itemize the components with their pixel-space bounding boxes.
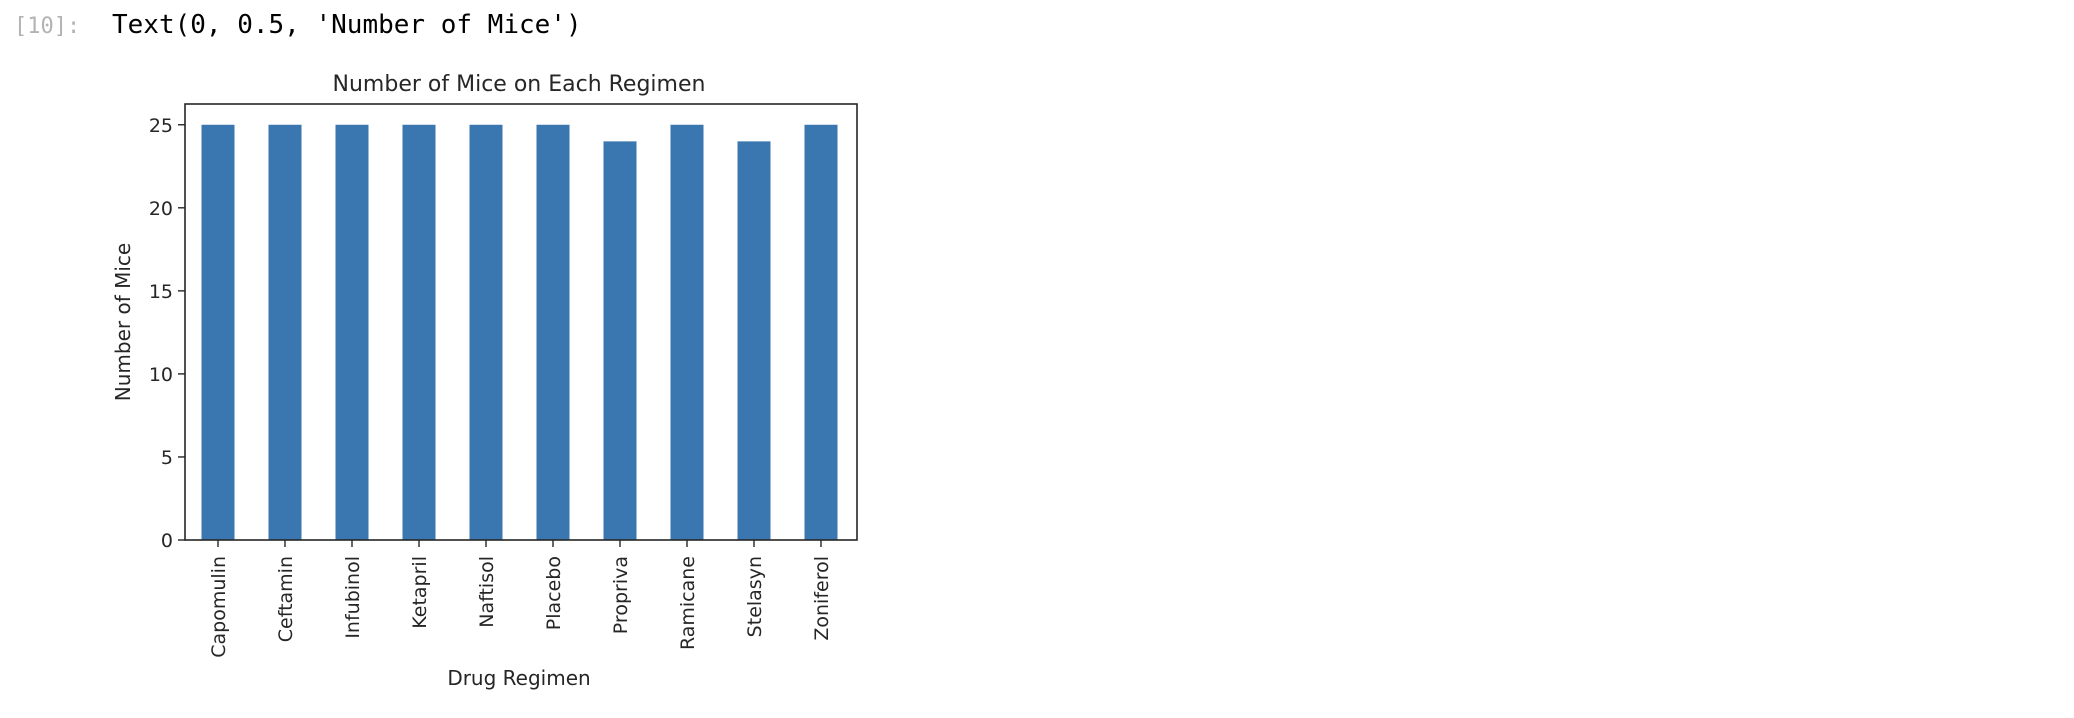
chart-title: Number of Mice on Each Regimen bbox=[333, 72, 706, 97]
bar-zoniferol bbox=[804, 124, 838, 540]
x-tick-label: Naftisol bbox=[476, 556, 498, 628]
y-tick-label: 20 bbox=[149, 198, 173, 220]
bars bbox=[201, 124, 838, 540]
bar-infubinol bbox=[335, 124, 369, 540]
bar-ketapril bbox=[402, 124, 436, 540]
bar-stelasyn bbox=[737, 141, 771, 540]
y-tick-label: 25 bbox=[149, 115, 173, 137]
x-tick-label: Stelasyn bbox=[744, 556, 766, 637]
x-tick-label: Placebo bbox=[543, 556, 565, 630]
plot-frame bbox=[184, 103, 858, 541]
execution-count: [10]: bbox=[14, 14, 81, 39]
output-text: Text(0, 0.5, 'Number of Mice') bbox=[112, 10, 582, 40]
x-axis: Capomulin Ceftamin Infubinol Ketapril Naftis… bbox=[208, 540, 833, 658]
x-tick-label: Zoniferol bbox=[811, 556, 833, 641]
x-axis-label: Drug Regimen bbox=[447, 666, 590, 690]
bar-naftisol bbox=[469, 124, 503, 540]
x-tick-label: Ketapril bbox=[409, 556, 431, 629]
x-tick-label: Ramicane bbox=[677, 556, 699, 650]
bar-propriva bbox=[603, 141, 637, 540]
y-axis-label: Number of Mice bbox=[111, 243, 135, 401]
x-tick-label: Propriva bbox=[610, 556, 632, 634]
y-axis: 0 5 10 15 20 25 bbox=[149, 115, 185, 552]
bar-capomulin bbox=[201, 124, 235, 540]
bar-chart: Number of Mice on Each Regimen 0 5 10 15 20 2… bbox=[111, 72, 858, 690]
bar-placebo bbox=[536, 124, 570, 540]
y-tick-label: 10 bbox=[149, 364, 173, 386]
bar-ceftamin bbox=[268, 124, 302, 540]
y-tick-label: 5 bbox=[161, 447, 173, 469]
y-tick-label: 0 bbox=[161, 530, 173, 552]
x-tick-label: Infubinol bbox=[342, 556, 364, 639]
x-tick-label: Capomulin bbox=[208, 556, 230, 658]
x-tick-label: Ceftamin bbox=[275, 556, 297, 642]
y-tick-label: 15 bbox=[149, 281, 173, 303]
bar-ramicane bbox=[670, 124, 704, 540]
